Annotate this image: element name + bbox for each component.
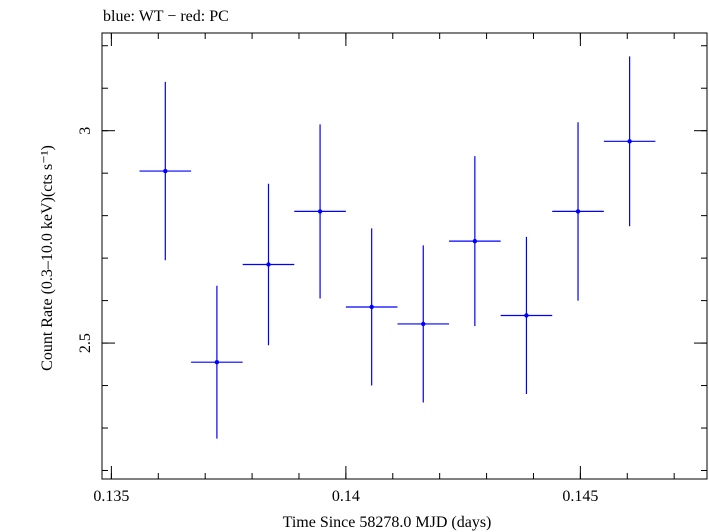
data-marker	[524, 313, 529, 318]
y-axis-label: Count Rate (0.3–10.0 keV)(cts s⁻¹)	[39, 145, 56, 371]
data-marker	[627, 139, 632, 144]
x-axis-label: Time Since 58278.0 MJD (days)	[283, 514, 492, 531]
data-points	[139, 56, 656, 439]
axis-tick-labels: 0.135 0.14 0.145 2.5 3	[77, 127, 598, 505]
chart-title: blue: WT − red: PC	[103, 8, 229, 25]
data-marker	[472, 238, 478, 244]
data-point	[397, 245, 450, 403]
data-marker	[214, 359, 220, 365]
data-marker	[369, 304, 374, 310]
y-tick-label: 3	[77, 127, 94, 135]
y-tick-label: 2.5	[77, 333, 94, 353]
data-point	[242, 183, 295, 346]
data-point	[552, 122, 604, 301]
axis-ticks	[102, 33, 707, 479]
data-marker	[575, 209, 581, 214]
plot-frame	[101, 32, 708, 480]
data-marker	[163, 168, 168, 174]
x-tick-label: 0.14	[332, 488, 360, 505]
data-marker	[266, 262, 271, 267]
data-marker	[317, 209, 323, 214]
data-point	[345, 228, 398, 386]
data-point	[294, 124, 346, 299]
data-point	[191, 285, 243, 439]
x-tick-label: 0.145	[562, 488, 598, 505]
data-point	[500, 236, 553, 395]
data-marker	[421, 321, 426, 327]
data-point	[449, 156, 501, 327]
x-tick-label: 0.135	[93, 488, 129, 505]
data-point	[139, 81, 192, 261]
data-point	[603, 56, 656, 227]
